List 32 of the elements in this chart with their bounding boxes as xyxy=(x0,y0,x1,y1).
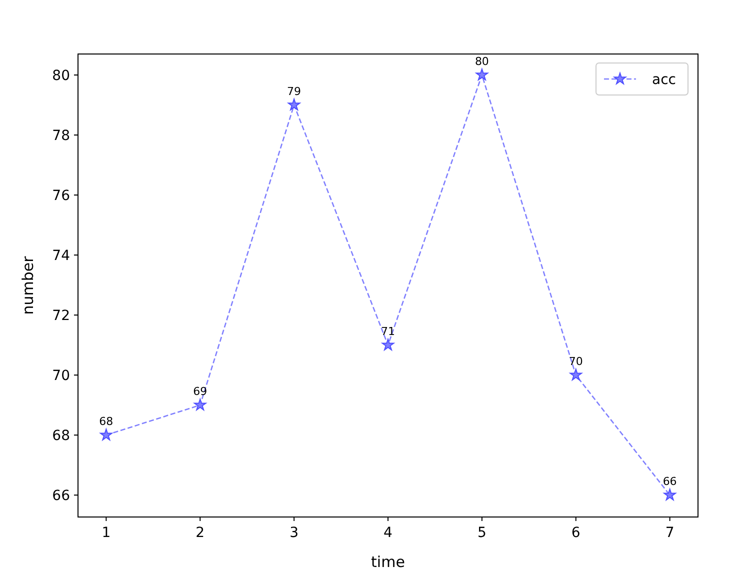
y-tick-label: 72 xyxy=(52,308,70,324)
point xyxy=(100,428,112,440)
point xyxy=(382,338,394,350)
data-label: 80 xyxy=(474,55,489,68)
point xyxy=(664,488,676,500)
y-axis-title: number xyxy=(19,255,37,315)
data-label: 66 xyxy=(662,475,677,488)
data-label: 70 xyxy=(568,355,583,368)
data-label: 71 xyxy=(381,325,395,338)
y-tick-label: 66 xyxy=(52,488,70,504)
x-tick-label: 1 xyxy=(102,525,111,541)
y-tick-label: 70 xyxy=(52,368,70,384)
point xyxy=(194,398,206,410)
point xyxy=(476,68,488,80)
x-tick-label: 6 xyxy=(571,525,580,541)
x-axis-title: time xyxy=(371,553,405,571)
y-tick-label: 78 xyxy=(52,128,70,144)
x-tick-label: 4 xyxy=(384,525,393,541)
x-tick-label: 5 xyxy=(477,525,486,541)
x-tick-label: 7 xyxy=(665,525,674,541)
y-tick-label: 74 xyxy=(52,248,70,264)
x-tick-label: 3 xyxy=(290,525,299,541)
y-tick-label: 80 xyxy=(52,68,70,84)
x-tick-label: 2 xyxy=(196,525,205,541)
data-label: 69 xyxy=(193,385,208,398)
legend-label: acc xyxy=(652,72,676,88)
y-tick-label: 76 xyxy=(52,188,70,204)
point xyxy=(570,368,582,380)
data-label: 79 xyxy=(287,85,302,98)
y-tick-label: 68 xyxy=(52,428,70,444)
data-label: 68 xyxy=(99,415,114,428)
point xyxy=(288,98,300,110)
